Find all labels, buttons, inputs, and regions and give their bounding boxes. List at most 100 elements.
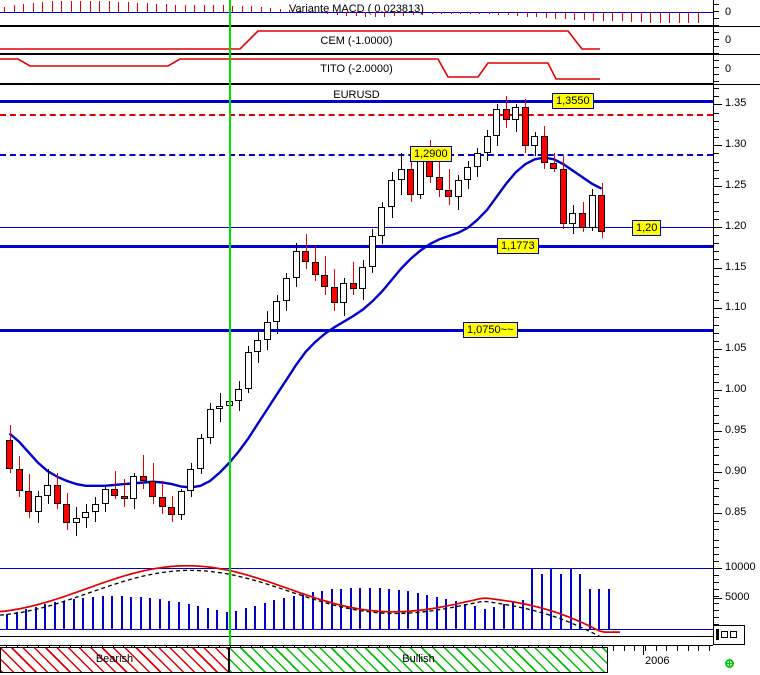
axis-tick bbox=[713, 259, 719, 261]
macd-bar bbox=[564, 12, 566, 20]
axis-tick-label: 1.15 bbox=[725, 260, 747, 273]
macd-bar bbox=[612, 12, 613, 22]
axis-tick-label: 0.95 bbox=[725, 423, 747, 436]
axis-tick bbox=[713, 398, 719, 400]
axis-tick bbox=[713, 341, 719, 343]
candle-body bbox=[111, 489, 119, 496]
price-tag[interactable]: 1,1773 bbox=[497, 238, 539, 255]
axis-tick bbox=[713, 496, 719, 498]
status-indicator-icon[interactable] bbox=[725, 659, 734, 668]
macd-bar bbox=[555, 12, 556, 19]
pane-cem[interactable]: CEM (-1.0000) bbox=[0, 26, 713, 54]
candle-body bbox=[368, 236, 376, 268]
price-tag[interactable]: 1,0750~~ bbox=[463, 321, 518, 338]
macd-bar bbox=[688, 12, 689, 23]
axis-tick bbox=[713, 582, 719, 583]
macd-bar bbox=[431, 12, 433, 15]
axis-tick bbox=[713, 349, 719, 351]
candle-body bbox=[25, 490, 33, 512]
volume-bar bbox=[569, 568, 572, 629]
axis-separator-tito bbox=[713, 84, 760, 85]
volume-bar bbox=[34, 606, 37, 629]
sentiment-band-bearish[interactable]: Bearish bbox=[0, 647, 229, 673]
macd-bar bbox=[488, 12, 490, 15]
axis-tick bbox=[713, 455, 719, 457]
axis-tick bbox=[713, 617, 719, 618]
oscillator-upper-line bbox=[0, 568, 713, 569]
pane-macd[interactable]: Variante MACD ( 0.023813) bbox=[0, 0, 713, 26]
macd-bar bbox=[355, 12, 357, 17]
volume-bar bbox=[292, 595, 295, 629]
candle-body bbox=[388, 180, 395, 208]
macd-bar bbox=[374, 12, 376, 17]
volume-bar bbox=[225, 612, 228, 629]
macd-bar bbox=[422, 12, 423, 15]
macd-bar bbox=[80, 1, 81, 12]
price-tag[interactable]: 1,20 bbox=[632, 219, 662, 236]
volume-bar bbox=[101, 596, 104, 629]
volume-bar bbox=[273, 600, 276, 629]
axis-tick bbox=[713, 447, 719, 449]
price-tag[interactable]: 1,3550 bbox=[552, 93, 594, 110]
macd-bar bbox=[403, 12, 404, 16]
price-axis-right[interactable]: 0 0 0 1.35 1.30 1.25 1.20 1.15 1.10 1.05 1.00 0.95 0… bbox=[713, 0, 760, 645]
volume-bar bbox=[149, 598, 152, 629]
volume-bar bbox=[368, 587, 371, 629]
candle-body bbox=[454, 180, 462, 197]
macd-bar bbox=[602, 12, 604, 21]
candle-body bbox=[598, 195, 606, 232]
candle-body bbox=[82, 511, 90, 518]
pane-volume[interactable] bbox=[0, 537, 713, 637]
macd-bar bbox=[146, 3, 148, 12]
candle-body bbox=[149, 480, 157, 498]
volume-bar bbox=[235, 611, 238, 629]
candle-wick bbox=[162, 480, 163, 514]
macd-bar bbox=[545, 12, 547, 19]
candle-body bbox=[6, 440, 13, 469]
axis-tick bbox=[713, 332, 719, 334]
candle-body bbox=[435, 177, 443, 191]
cem-step-line bbox=[0, 30, 600, 50]
axis-tick bbox=[713, 308, 719, 310]
date-tick-minor bbox=[698, 646, 699, 651]
volume-bar bbox=[559, 574, 562, 629]
cursor-crosshair-vertical[interactable] bbox=[229, 0, 231, 645]
cem-axis-label: 0 bbox=[725, 34, 732, 46]
macd-bar bbox=[194, 4, 195, 12]
axis-tick bbox=[713, 275, 719, 277]
axis-tick bbox=[713, 324, 719, 326]
axis-tick bbox=[713, 25, 719, 26]
axis-tick-label: 0.90 bbox=[725, 464, 747, 477]
volume-bar bbox=[454, 601, 457, 629]
date-tick-minor bbox=[709, 646, 710, 651]
axis-tick bbox=[713, 161, 719, 163]
macd-bar bbox=[583, 12, 585, 21]
macd-bar bbox=[536, 12, 537, 18]
sentiment-band-bullish[interactable]: Bullish bbox=[229, 647, 608, 673]
volume-bar bbox=[263, 602, 266, 629]
volume-bar bbox=[588, 589, 591, 629]
candle-body bbox=[330, 286, 338, 303]
volume-bar bbox=[321, 590, 324, 629]
axis-tick bbox=[713, 243, 719, 245]
pane-tito[interactable]: TITO (-2.0000) bbox=[0, 54, 713, 84]
pane-price[interactable]: EURUSD 1,3550 1,2900 1,20 1,1773 1,0750~~ bbox=[0, 84, 713, 537]
axis-tick bbox=[713, 463, 719, 465]
price-tag[interactable]: 1,2900 bbox=[410, 146, 452, 163]
macd-bar bbox=[232, 5, 233, 12]
date-tick-minor bbox=[656, 646, 657, 651]
candle-body bbox=[187, 468, 195, 491]
axis-tick bbox=[713, 430, 719, 432]
axis-tick bbox=[713, 120, 719, 122]
volume-bar bbox=[397, 590, 400, 629]
axis-tick bbox=[713, 422, 719, 424]
macd-bar bbox=[251, 6, 252, 12]
date-axis-line bbox=[0, 645, 713, 646]
candle-body bbox=[407, 169, 415, 196]
volume-bar bbox=[607, 589, 610, 629]
axis-tick bbox=[713, 60, 719, 61]
axis-tick bbox=[713, 18, 719, 19]
volume-bar bbox=[521, 599, 524, 629]
axis-corner-box[interactable] bbox=[713, 625, 745, 645]
volume-bar bbox=[349, 588, 352, 629]
